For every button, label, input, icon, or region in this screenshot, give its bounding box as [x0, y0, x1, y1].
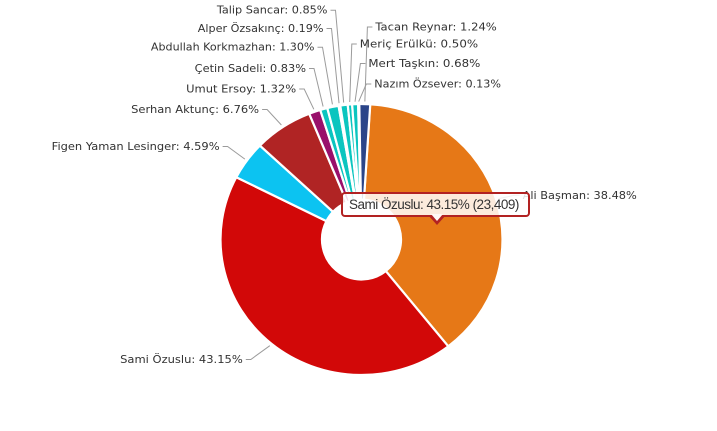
label-connector-tacan-reynar	[364, 26, 373, 102]
label-connector-cetin-sadeli	[309, 68, 324, 107]
slice-label-alper-ozsakinc: Alper Özsakınç: 0.19%	[198, 22, 324, 35]
slice-label-talip-sancar: Talip Sancar: 0.85%	[216, 4, 328, 17]
slice-label-abdullah-korkmazhan: Abdullah Korkmazhan: 1.30%	[151, 41, 315, 54]
tooltip-text: Sami Özuslu: 43.15% (23,409)	[349, 197, 519, 212]
slice-label-ali-basman: Ali Başman: 38.48%	[523, 189, 637, 202]
label-connector-mert-taskin	[354, 63, 366, 102]
slice-label-umut-ersoy: Umut Ersoy: 1.32%	[186, 83, 296, 96]
label-connector-abdullah-korkmazhan	[317, 46, 333, 105]
label-connector-sami-ozuslu	[245, 345, 271, 360]
slice-label-serhan-aktunc: Serhan Aktunç: 6.76%	[131, 103, 259, 116]
slice-label-figen-yaman-lesinger: Figen Yaman Lesinger: 4.59%	[52, 140, 220, 153]
pie-slice-serhan-aktunc[interactable]	[258, 112, 349, 214]
slice-label-nazim-ozsever: Nazım Özsever: 0.13%	[374, 78, 501, 91]
slice-label-tacan-reynar: Tacan Reynar: 1.24%	[374, 21, 496, 34]
slice-label-cetin-sadeli: Çetin Sadeli: 0.83%	[195, 62, 306, 75]
slice-label-mert-taskin: Mert Taşkın: 0.68%	[368, 57, 480, 70]
label-connector-figen-yaman-lesinger	[222, 146, 246, 160]
label-connector-meric-erulku	[349, 43, 357, 102]
label-connector-serhan-aktunc	[262, 109, 282, 126]
slice-label-meric-erulku: Meriç Erülkü: 0.50%	[360, 38, 478, 51]
tooltip: Sami Özuslu: 43.15% (23,409)	[341, 192, 530, 225]
label-connector-umut-ersoy	[299, 88, 315, 110]
slice-label-sami-ozuslu: Sami Özuslu: 43.15%	[120, 353, 243, 366]
label-connector-nazim-ozsever	[358, 83, 372, 102]
tooltip-callout-arrow-fill	[430, 214, 443, 221]
pie-slice-sami-ozuslu[interactable]	[219, 175, 450, 377]
label-connector-talip-sancar	[330, 9, 345, 103]
label-connector-alper-ozsakinc	[326, 28, 340, 104]
